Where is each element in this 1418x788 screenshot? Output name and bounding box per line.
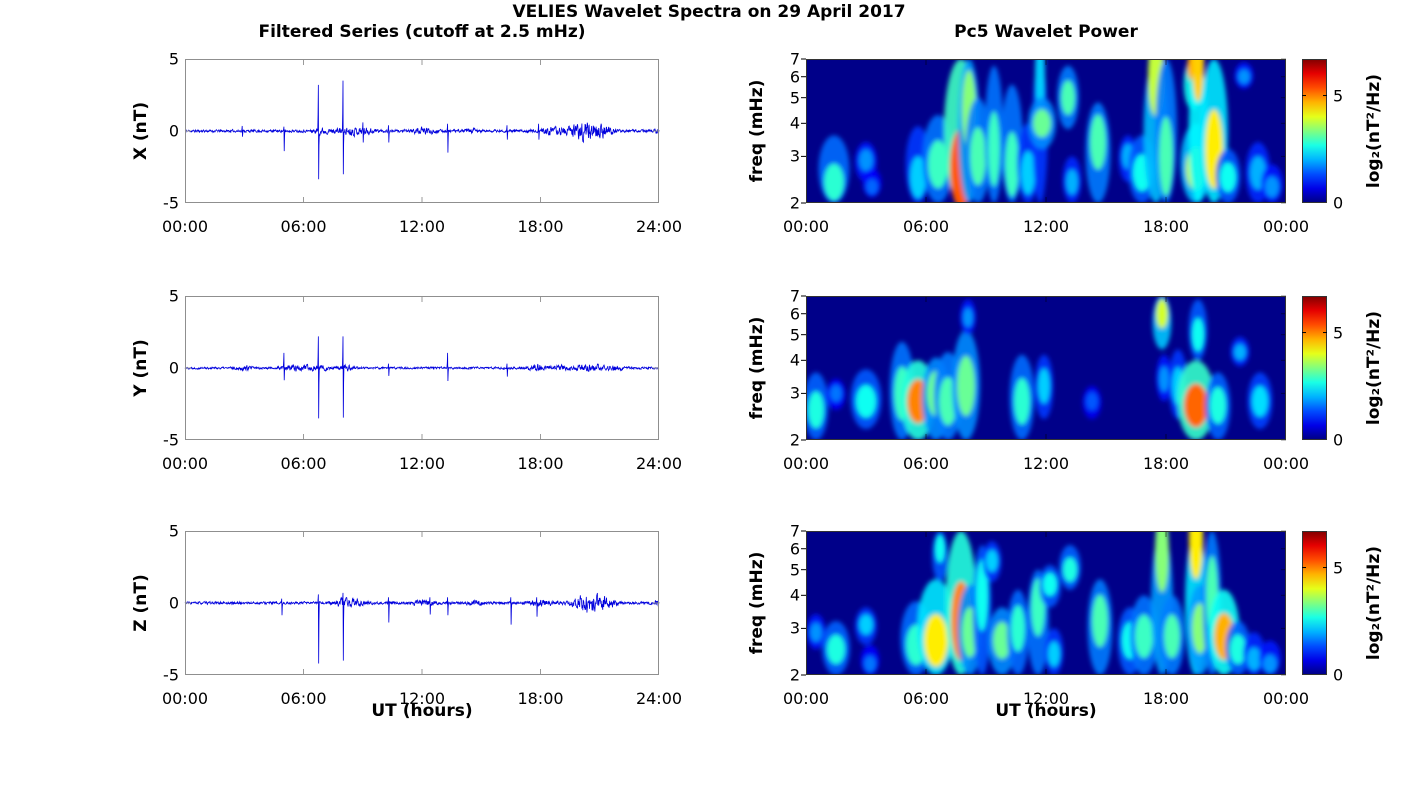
- x-axis-label-left: UT (hours): [371, 701, 473, 721]
- colorbar-gradient: [1302, 531, 1327, 675]
- panel-x-wavelet-spectrogram: [801, 58, 1286, 204]
- time-tick-label: 12:00: [398, 217, 446, 236]
- panel-z-filtered-series: [184, 531, 660, 675]
- colorbar-tick-label: 0: [1333, 665, 1344, 685]
- colorbar-label-x: log₂(nT²/Hz): [1364, 73, 1384, 189]
- y-tick-label: -5: [163, 430, 179, 450]
- freq-tick-label: 6: [789, 67, 800, 87]
- time-tick-label: 12:00: [398, 689, 446, 708]
- colorbar-x: [1302, 59, 1327, 203]
- time-tick-label: 06:00: [902, 689, 950, 708]
- time-tick-label: 18:00: [517, 689, 564, 708]
- colorbar-gradient: [1302, 59, 1327, 203]
- time-tick-label: 00:00: [782, 689, 830, 708]
- panel-z-wavelet-spectrogram: [801, 530, 1286, 676]
- freq-tick-label: 6: [789, 304, 800, 324]
- freq-tick-label: 4: [789, 350, 800, 370]
- colorbar-label-y: log₂(nT²/Hz): [1364, 310, 1384, 426]
- colorbar-gradient: [1302, 296, 1327, 440]
- time-tick-label: 12:00: [1022, 217, 1070, 236]
- y-tick-label: 0: [168, 593, 179, 613]
- time-tick-label: 00:00: [161, 217, 209, 236]
- time-tick-label: 18:00: [1142, 454, 1190, 473]
- freq-tick-label: 6: [789, 539, 800, 559]
- y-tick-label: 5: [168, 286, 179, 306]
- colorbar-tick-label: 5: [1333, 86, 1344, 106]
- time-tick-label: 06:00: [902, 217, 950, 236]
- time-tick-label: 00:00: [782, 454, 830, 473]
- freq-tick-label: 2: [789, 430, 800, 450]
- freq-tick-label: 5: [789, 88, 800, 108]
- freq-tick-label: 5: [789, 560, 800, 580]
- colorbar-tick-label: 0: [1333, 430, 1344, 450]
- time-tick-label: 18:00: [517, 454, 564, 473]
- time-tick-label: 18:00: [1142, 217, 1190, 236]
- left-column-title: Filtered Series (cutoff at 2.5 mHz): [258, 22, 586, 42]
- freq-tick-label: 7: [789, 521, 800, 541]
- y-tick-label: 0: [168, 121, 179, 141]
- time-tick-label: 24:00: [635, 217, 683, 236]
- freq-tick-label: 3: [789, 618, 800, 638]
- x-axis-label-right: UT (hours): [995, 701, 1097, 721]
- time-tick-label: 06:00: [280, 689, 327, 708]
- freq-tick-label: 3: [789, 383, 800, 403]
- colorbar-tick-label: 5: [1333, 323, 1344, 343]
- time-tick-label: 00:00: [161, 454, 209, 473]
- spectrogram-plot: [801, 295, 1286, 441]
- time-series-plot: [184, 531, 660, 675]
- time-tick-label: 00:00: [1262, 217, 1310, 236]
- figure-title: VELIES Wavelet Spectra on 29 April 2017: [512, 2, 906, 22]
- freq-tick-label: 7: [789, 49, 800, 69]
- time-tick-label: 00:00: [1262, 454, 1310, 473]
- freq-tick-label: 2: [789, 665, 800, 685]
- time-tick-label: 18:00: [517, 217, 564, 236]
- colorbar-z: [1302, 531, 1327, 675]
- spectrogram-plot: [801, 530, 1286, 676]
- panel-y-wavelet-spectrogram: [801, 295, 1286, 441]
- time-tick-label: 18:00: [1142, 689, 1190, 708]
- freq-tick-label: 3: [789, 146, 800, 166]
- time-tick-label: 06:00: [280, 454, 327, 473]
- freq-tick-label: 4: [789, 113, 800, 133]
- spectrogram-plot: [801, 58, 1286, 204]
- freq-tick-label: 4: [789, 585, 800, 605]
- colorbar-tick-label: 5: [1333, 558, 1344, 578]
- colorbar-y: [1302, 296, 1327, 440]
- time-tick-label: 12:00: [398, 454, 446, 473]
- y-tick-label: 5: [168, 521, 179, 541]
- time-tick-label: 00:00: [161, 689, 209, 708]
- freq-tick-label: 7: [789, 286, 800, 306]
- y-tick-label: 0: [168, 358, 179, 378]
- time-tick-label: 24:00: [635, 454, 683, 473]
- time-tick-label: 06:00: [280, 217, 327, 236]
- colorbar-label-z: log₂(nT²/Hz): [1364, 545, 1384, 661]
- time-tick-label: 06:00: [902, 454, 950, 473]
- time-series-plot: [184, 59, 660, 203]
- panel-x-filtered-series: [184, 59, 660, 203]
- y-tick-label: -5: [163, 193, 179, 213]
- time-series-plot: [184, 296, 660, 440]
- y-tick-label: 5: [168, 49, 179, 69]
- freq-tick-label: 5: [789, 325, 800, 345]
- y-tick-label: -5: [163, 665, 179, 685]
- time-tick-label: 00:00: [1262, 689, 1310, 708]
- time-tick-label: 12:00: [1022, 689, 1070, 708]
- panel-y-filtered-series: [184, 296, 660, 440]
- time-tick-label: 12:00: [1022, 454, 1070, 473]
- colorbar-tick-label: 0: [1333, 193, 1344, 213]
- time-tick-label: 00:00: [782, 217, 830, 236]
- right-column-title: Pc5 Wavelet Power: [954, 22, 1138, 42]
- time-tick-label: 24:00: [635, 689, 683, 708]
- freq-tick-label: 2: [789, 193, 800, 213]
